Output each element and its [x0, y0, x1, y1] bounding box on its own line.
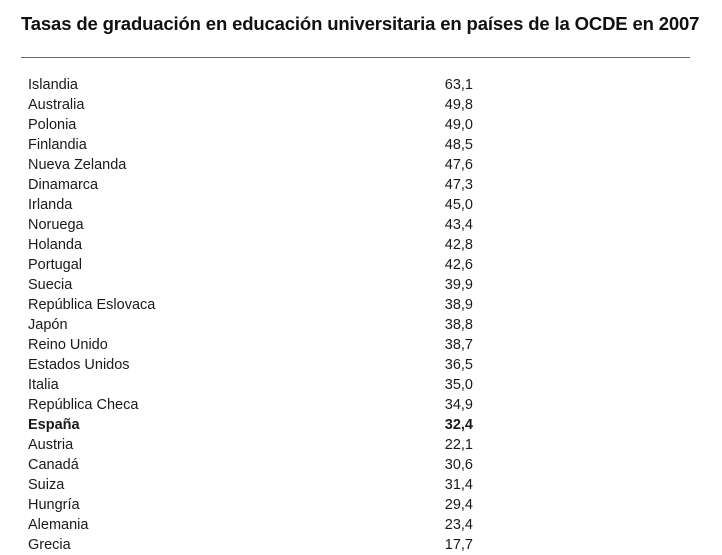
graduation-rate-value: 23,4 — [444, 517, 473, 533]
table-row: Grecia 17,7 — [0, 535, 722, 555]
graduation-rate-value: 22,1 — [444, 437, 473, 453]
country-name: Hungría — [28, 497, 80, 513]
country-name: Irlanda — [28, 197, 73, 213]
graduation-rate-value: 32,4 — [444, 417, 473, 433]
table-row: Suecia 39,9 — [0, 275, 722, 295]
graduation-rate-value: 43,4 — [444, 217, 473, 233]
country-name: Dinamarca — [28, 177, 99, 193]
graduation-rate-value: 34,9 — [444, 397, 473, 413]
table-row: Portugal 42,6 — [0, 255, 722, 275]
graduation-rate-value: 17,7 — [444, 537, 473, 553]
graduation-rate-value: 49,0 — [444, 117, 473, 133]
country-name: República Checa — [28, 397, 139, 413]
table-row: Austria 22,1 — [0, 435, 722, 455]
graduation-rate-value: 36,5 — [444, 357, 473, 373]
graduation-rate-value: 35,0 — [444, 377, 473, 393]
table-row: Irlanda 45,0 — [0, 195, 722, 215]
table-row: República Eslovaca 38,9 — [0, 295, 722, 315]
graduation-rate-value: 42,8 — [444, 237, 473, 253]
graduation-rate-value: 38,8 — [444, 317, 473, 333]
country-name: Japón — [28, 317, 68, 333]
graduation-rate-value: 29,4 — [444, 497, 473, 513]
table-row: Nueva Zelanda 47,6 — [0, 155, 722, 175]
graduation-rate-value: 30,6 — [444, 457, 473, 473]
graduation-rate-value: 63,1 — [444, 77, 473, 93]
country-name: República Eslovaca — [28, 297, 156, 313]
table-row: Noruega 43,4 — [0, 215, 722, 235]
graduation-rate-value: 38,9 — [444, 297, 473, 313]
table-title: Tasas de graduación en educación univers… — [21, 13, 700, 34]
country-name: Canadá — [28, 457, 79, 473]
country-name: Estados Unidos — [28, 357, 130, 373]
table-row: Japón 38,8 — [0, 315, 722, 335]
table-row: Australia 49,8 — [0, 95, 722, 115]
table-row: Canadá 30,6 — [0, 455, 722, 475]
graduation-rate-value: 31,4 — [444, 477, 473, 493]
table-row: República Checa 34,9 — [0, 395, 722, 415]
country-name: Suecia — [28, 277, 73, 293]
country-name: Portugal — [28, 257, 83, 273]
graduation-rate-value: 38,7 — [444, 337, 473, 353]
country-name: Reino Unido — [28, 337, 108, 353]
country-name: Finlandia — [28, 137, 87, 153]
country-name: Australia — [28, 97, 85, 113]
country-name: Alemania — [28, 517, 89, 533]
table-row: Suiza 31,4 — [0, 475, 722, 495]
table-row: Alemania 23,4 — [0, 515, 722, 535]
graduation-rate-value: 49,8 — [444, 97, 473, 113]
table-row: Estados Unidos 36,5 — [0, 355, 722, 375]
table-row: Reino Unido 38,7 — [0, 335, 722, 355]
graduation-rate-value: 39,9 — [444, 277, 473, 293]
table-row: Islandia 63,1 — [0, 75, 722, 95]
country-name: Grecia — [28, 537, 71, 553]
table-row: Hungría 29,4 — [0, 495, 722, 515]
graduation-rate-value: 47,6 — [444, 157, 473, 173]
country-name: España — [28, 417, 80, 433]
country-name: Italia — [28, 377, 59, 393]
country-name: Islandia — [28, 77, 78, 93]
graduation-rate-value: 45,0 — [444, 197, 473, 213]
table-row: Holanda 42,8 — [0, 235, 722, 255]
graduation-rate-value: 48,5 — [444, 137, 473, 153]
country-name: Polonia — [28, 117, 77, 133]
country-name: Noruega — [28, 217, 84, 233]
graduation-rate-value: 47,3 — [444, 177, 473, 193]
table-row: España 32,4 — [0, 415, 722, 435]
country-name: Holanda — [28, 237, 83, 253]
graduation-rate-value: 42,6 — [444, 257, 473, 273]
country-name: Austria — [28, 437, 74, 453]
table-row: Italia 35,0 — [0, 375, 722, 395]
title-divider — [21, 57, 690, 58]
country-name: Suiza — [28, 477, 65, 493]
table-row: Finlandia 48,5 — [0, 135, 722, 155]
country-name: Nueva Zelanda — [28, 157, 127, 173]
table-row: Polonia 49,0 — [0, 115, 722, 135]
graduation-rates-table: Islandia 63,1 Australia 49,8 Polonia 49,0 Finl… — [0, 75, 722, 555]
table-row: Dinamarca 47,3 — [0, 175, 722, 195]
